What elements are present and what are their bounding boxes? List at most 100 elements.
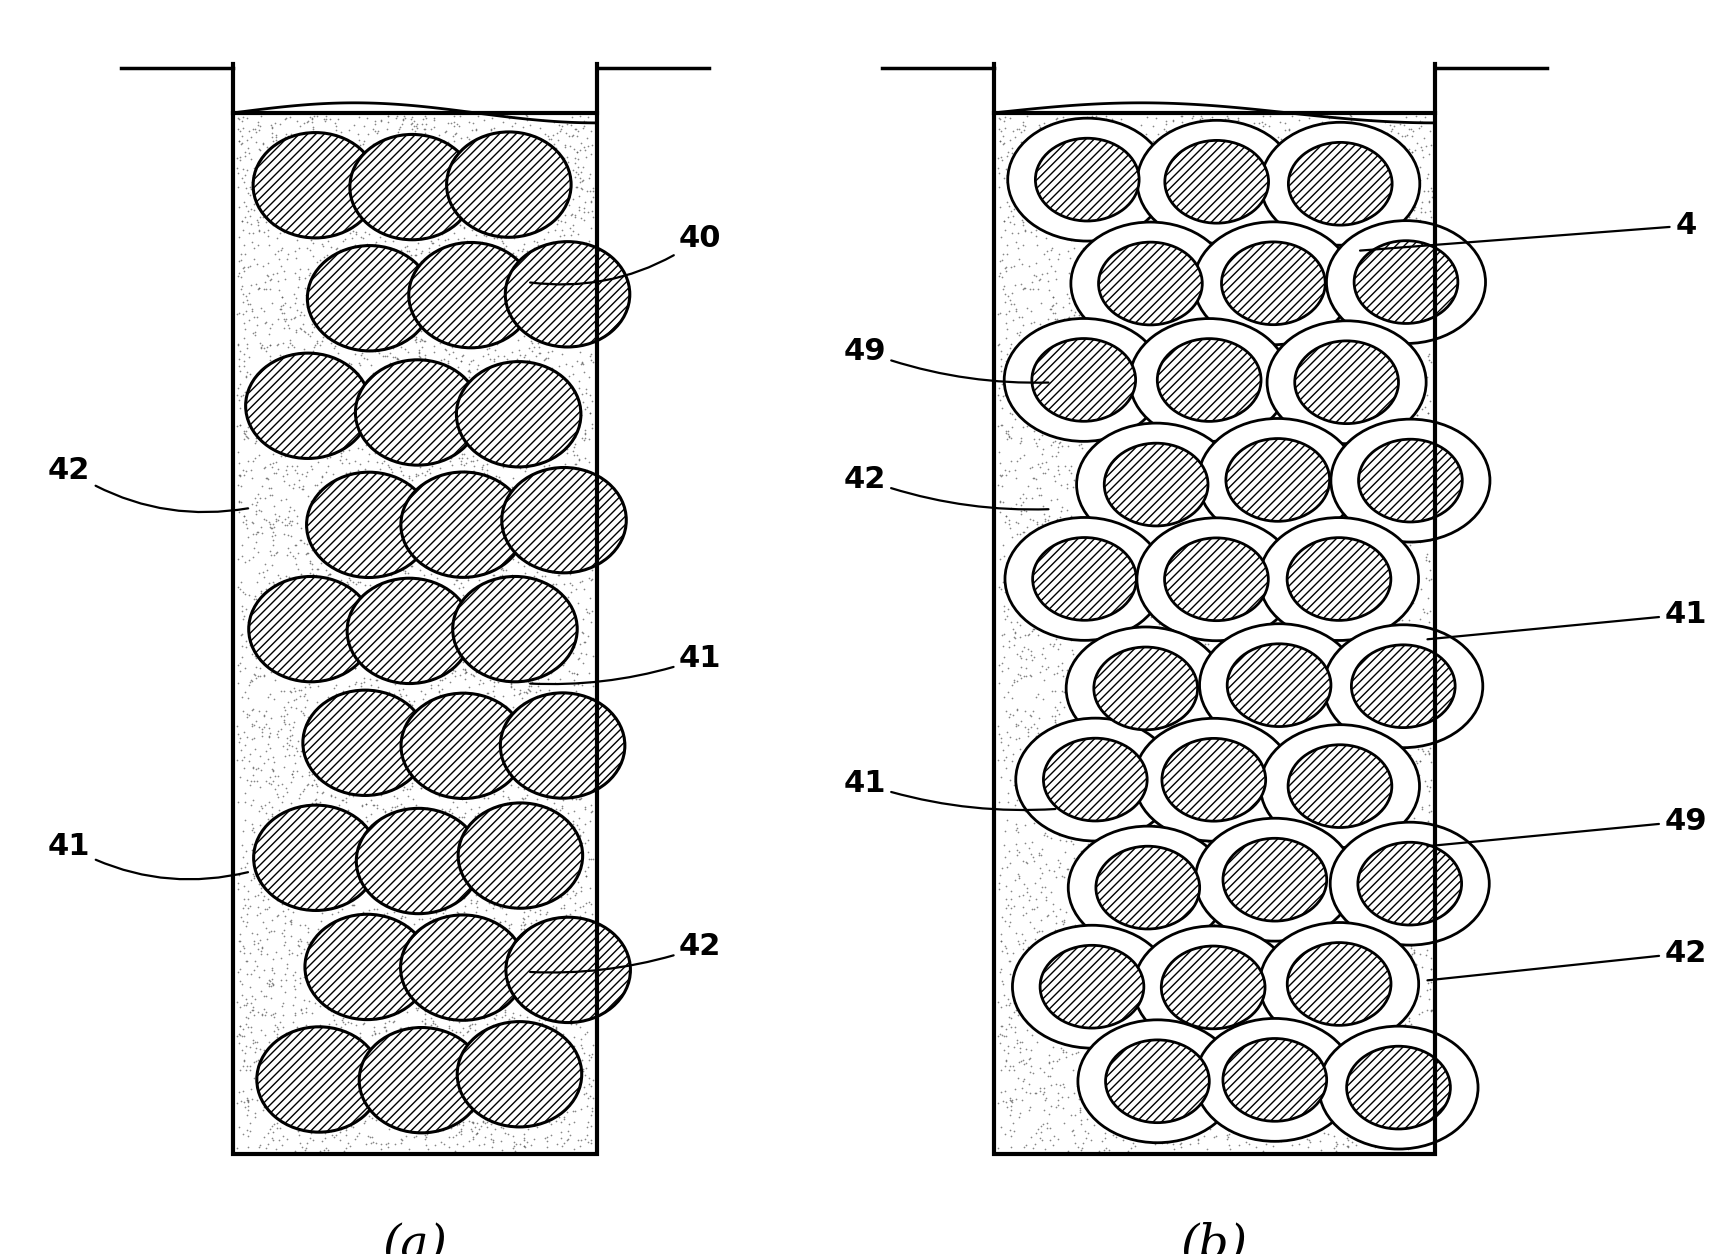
- Point: [1214, 1129, 1241, 1149]
- Point: [370, 534, 398, 554]
- Point: [332, 1120, 360, 1140]
- Point: [1107, 775, 1134, 795]
- Point: [1127, 820, 1155, 840]
- Point: [562, 947, 590, 967]
- Point: [1131, 695, 1158, 715]
- Point: [246, 815, 273, 835]
- Point: [405, 268, 432, 288]
- Point: [543, 740, 571, 760]
- Point: [1063, 464, 1091, 484]
- Point: [1150, 213, 1177, 233]
- Point: [1129, 1058, 1157, 1078]
- Point: [469, 377, 496, 398]
- Point: [1264, 128, 1292, 148]
- Point: [365, 494, 392, 514]
- Point: [1103, 529, 1131, 549]
- Point: [313, 434, 341, 454]
- Point: [1124, 213, 1152, 233]
- Point: [493, 671, 520, 691]
- Point: [365, 485, 392, 505]
- Point: [994, 207, 1022, 227]
- Point: [334, 168, 361, 188]
- Point: [1183, 381, 1210, 401]
- Point: [1164, 450, 1191, 470]
- Point: [280, 390, 308, 410]
- Point: [365, 656, 392, 676]
- Point: [444, 647, 472, 667]
- Point: [441, 301, 469, 321]
- Point: [303, 938, 330, 958]
- Point: [285, 641, 313, 661]
- Point: [242, 646, 270, 666]
- Point: [1153, 1132, 1181, 1152]
- Point: [363, 670, 391, 690]
- Point: [1224, 336, 1252, 356]
- Point: [242, 739, 270, 759]
- Point: [365, 1022, 392, 1042]
- Point: [488, 1117, 515, 1137]
- Point: [1120, 861, 1148, 882]
- Point: [1359, 1081, 1387, 1101]
- Point: [571, 1077, 598, 1097]
- Point: [1067, 951, 1094, 971]
- Point: [569, 157, 597, 177]
- Point: [1060, 1120, 1088, 1140]
- Point: [1337, 628, 1364, 648]
- Point: [448, 189, 475, 209]
- Point: [1219, 849, 1247, 869]
- Point: [1411, 300, 1439, 320]
- Point: [1069, 845, 1096, 865]
- Point: [417, 142, 444, 162]
- Point: [1141, 957, 1169, 977]
- Point: [1117, 463, 1145, 483]
- Point: [315, 411, 342, 431]
- Point: [986, 453, 1013, 473]
- Point: [986, 492, 1013, 512]
- Point: [1247, 793, 1274, 813]
- Point: [1098, 482, 1126, 502]
- Point: [577, 739, 605, 759]
- Point: [1378, 951, 1406, 971]
- Point: [1233, 350, 1260, 370]
- Point: [529, 956, 557, 976]
- Point: [526, 803, 553, 823]
- Point: [1074, 1122, 1101, 1142]
- Point: [519, 257, 546, 277]
- Point: [422, 291, 450, 311]
- Point: [1250, 1055, 1278, 1075]
- Point: [1037, 882, 1065, 902]
- Point: [1077, 640, 1105, 660]
- Point: [1013, 583, 1041, 603]
- Point: [394, 1020, 422, 1040]
- Point: [444, 984, 472, 1004]
- Point: [358, 504, 386, 524]
- Point: [507, 519, 534, 539]
- Point: [579, 320, 607, 340]
- Point: [494, 1100, 522, 1120]
- Point: [232, 1007, 259, 1027]
- Point: [249, 360, 277, 380]
- Point: [443, 731, 470, 751]
- Point: [306, 711, 334, 731]
- Point: [360, 657, 387, 677]
- Point: [560, 1002, 588, 1022]
- Point: [450, 775, 477, 795]
- Point: [1319, 498, 1347, 518]
- Point: [1117, 1097, 1145, 1117]
- Point: [273, 656, 301, 676]
- Point: [327, 576, 354, 596]
- Point: [450, 993, 477, 1013]
- Point: [567, 352, 595, 372]
- Ellipse shape: [1222, 839, 1326, 922]
- Point: [555, 187, 583, 207]
- Point: [481, 1008, 508, 1028]
- Point: [514, 693, 541, 714]
- Point: [1297, 549, 1324, 569]
- Point: [562, 319, 590, 339]
- Point: [524, 933, 552, 953]
- Point: [232, 584, 259, 604]
- Point: [1221, 456, 1248, 477]
- Point: [1086, 448, 1113, 468]
- Point: [1267, 361, 1295, 381]
- Point: [252, 212, 280, 232]
